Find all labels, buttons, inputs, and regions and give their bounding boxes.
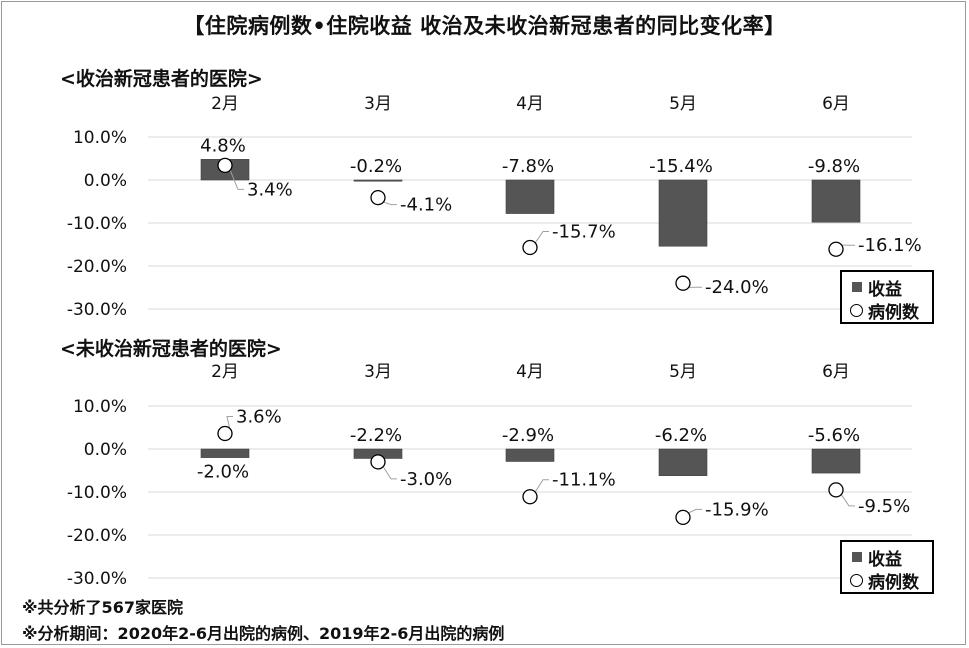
case-count-marker (522, 489, 538, 505)
case-count-marker (828, 482, 844, 498)
case-count-data-label: -3.0% (400, 469, 452, 490)
panel-title-non-treating-hospitals: <未收治新冠患者的医院> (60, 338, 282, 360)
x-category-label: 4月 (516, 362, 544, 382)
y-tick-label: -30.0% (67, 569, 127, 589)
leader-line (687, 508, 702, 514)
y-tick-label: 10.0% (73, 128, 127, 148)
case-count-data-label: -16.1% (858, 235, 922, 256)
leader-line (229, 169, 244, 190)
x-category-label: 4月 (516, 94, 544, 114)
revenue-data-label: -15.4% (649, 156, 713, 177)
revenue-data-label: -2.2% (350, 425, 402, 446)
legend-item-cases: 病例数 (850, 299, 919, 323)
revenue-bar (200, 448, 250, 458)
revenue-data-label: -2.0% (197, 462, 249, 483)
revenue-data-label: -7.8% (502, 156, 554, 177)
y-tick-label: 10.0% (73, 397, 127, 417)
revenue-bar (353, 179, 403, 182)
revenue-data-label: 4.8% (200, 135, 246, 156)
legend-label-revenue: 收益 (868, 279, 902, 300)
revenue-bar (811, 179, 861, 223)
legend-label-revenue: 收益 (868, 549, 902, 570)
case-count-marker (675, 275, 691, 291)
legend-item-revenue: 收益 (852, 276, 902, 300)
case-count-data-label: -24.0% (705, 277, 769, 298)
case-count-marker (370, 189, 386, 206)
x-category-label: 5月 (669, 362, 697, 382)
leader-line (534, 231, 549, 244)
x-category-label: 6月 (822, 94, 850, 114)
x-category-label: 3月 (364, 362, 392, 382)
case-count-marker (675, 509, 691, 526)
case-count-data-label: 3.6% (236, 407, 282, 428)
case-count-data-label: -15.9% (705, 499, 769, 520)
x-category-label: 3月 (364, 94, 392, 114)
footnote-analysis-period: ※分析期间：2020年2-6月出院的病例、2019年2-6月出院的病例 (22, 624, 505, 643)
y-tick-label: -10.0% (67, 214, 127, 234)
case-count-data-label: -9.5% (858, 496, 910, 517)
x-category-label: 2月 (211, 362, 239, 382)
y-tick-label: -20.0% (67, 526, 127, 546)
revenue-data-label: -5.6% (808, 425, 860, 446)
legend-treating: 收益 病例数 (840, 270, 934, 324)
y-tick-label: 0.0% (84, 171, 127, 191)
leader-line (840, 493, 855, 507)
y-tick-label: -10.0% (67, 483, 127, 503)
y-tick-label: 0.0% (84, 440, 127, 460)
case-count-data-label: -11.1% (552, 470, 616, 491)
main-title: 【住院病例数•住院收益 收治及未收治新冠患者的同比变化率】 (183, 14, 786, 38)
revenue-bar (505, 179, 555, 214)
footnote-hospital-count: ※共分析了567家医院 (22, 598, 183, 617)
circle-marker-icon (850, 573, 863, 587)
revenue-bar (658, 179, 708, 247)
x-category-label: 6月 (822, 362, 850, 382)
case-count-marker (370, 454, 386, 470)
case-count-data-label: -4.1% (400, 195, 452, 216)
circle-marker-icon (850, 303, 863, 317)
legend-label-cases: 病例数 (868, 572, 919, 593)
case-count-marker (217, 157, 233, 174)
panel-title-treating-hospitals: <收治新冠患者的医院> (60, 68, 263, 90)
case-count-data-label: -15.7% (552, 222, 616, 243)
leader-line (226, 416, 233, 430)
revenue-bar (505, 448, 555, 462)
case-count-marker (217, 425, 233, 442)
case-count-marker (828, 241, 844, 257)
revenue-data-label: -6.2% (655, 425, 707, 446)
legend-item-cases: 病例数 (850, 569, 919, 593)
x-category-label: 5月 (669, 94, 697, 114)
leader-line (382, 465, 397, 480)
y-tick-label: -20.0% (67, 257, 127, 277)
bar-swatch-icon (852, 282, 862, 292)
revenue-bar (811, 448, 861, 474)
revenue-data-label: -2.9% (502, 425, 554, 446)
y-tick-label: -30.0% (67, 300, 127, 320)
revenue-data-label: -0.2% (350, 156, 402, 177)
revenue-bar (658, 448, 708, 476)
case-count-marker (522, 239, 538, 256)
case-count-data-label: 3.4% (247, 179, 293, 200)
bar-swatch-icon (852, 552, 862, 562)
revenue-data-label: -9.8% (808, 156, 860, 177)
legend-non-treating: 收益 病例数 (840, 540, 934, 594)
leader-line (382, 201, 397, 206)
legend-item-revenue: 收益 (852, 546, 902, 570)
legend-label-cases: 病例数 (868, 302, 919, 323)
leader-line (534, 479, 549, 493)
x-category-label: 2月 (211, 94, 239, 114)
